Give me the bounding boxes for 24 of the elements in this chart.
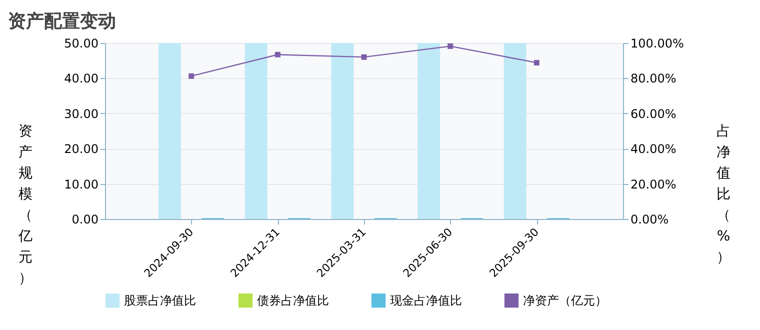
y-tick-label: 40.00 <box>64 72 98 86</box>
y2-tick-label: 20.00% <box>630 177 676 192</box>
y2-axis-title: 占净值比（%） <box>716 124 730 266</box>
y-tick-label: 0.00 <box>72 212 98 226</box>
y-tick-label: 50.00 <box>64 36 98 50</box>
point <box>534 60 540 66</box>
point <box>361 54 367 60</box>
point <box>274 52 280 58</box>
chart-title: 资产配置变动 <box>8 11 116 32</box>
legend-label: 股票占净值比 <box>124 294 196 308</box>
y2-tick-label: 0.00% <box>630 212 669 226</box>
y2-tick-label: 80.00% <box>630 72 676 86</box>
y-axis-title: 资产规模（亿元） <box>18 124 32 286</box>
y2-tick-label: 40.00% <box>630 142 676 156</box>
point <box>448 43 454 49</box>
y2-tick-label: 100.00% <box>630 36 684 50</box>
y2-tick-label: 60.00% <box>630 106 676 121</box>
point <box>188 73 194 79</box>
y-tick-label: 20.00 <box>64 142 98 156</box>
y-tick-label: 10.00 <box>64 177 98 192</box>
legend-label: 现金占净值比 <box>390 294 462 308</box>
legend-label: 债券占净值比 <box>257 294 329 308</box>
legend-label: 净资产（亿元） <box>523 294 607 308</box>
y-tick-label: 30.00 <box>64 106 98 121</box>
